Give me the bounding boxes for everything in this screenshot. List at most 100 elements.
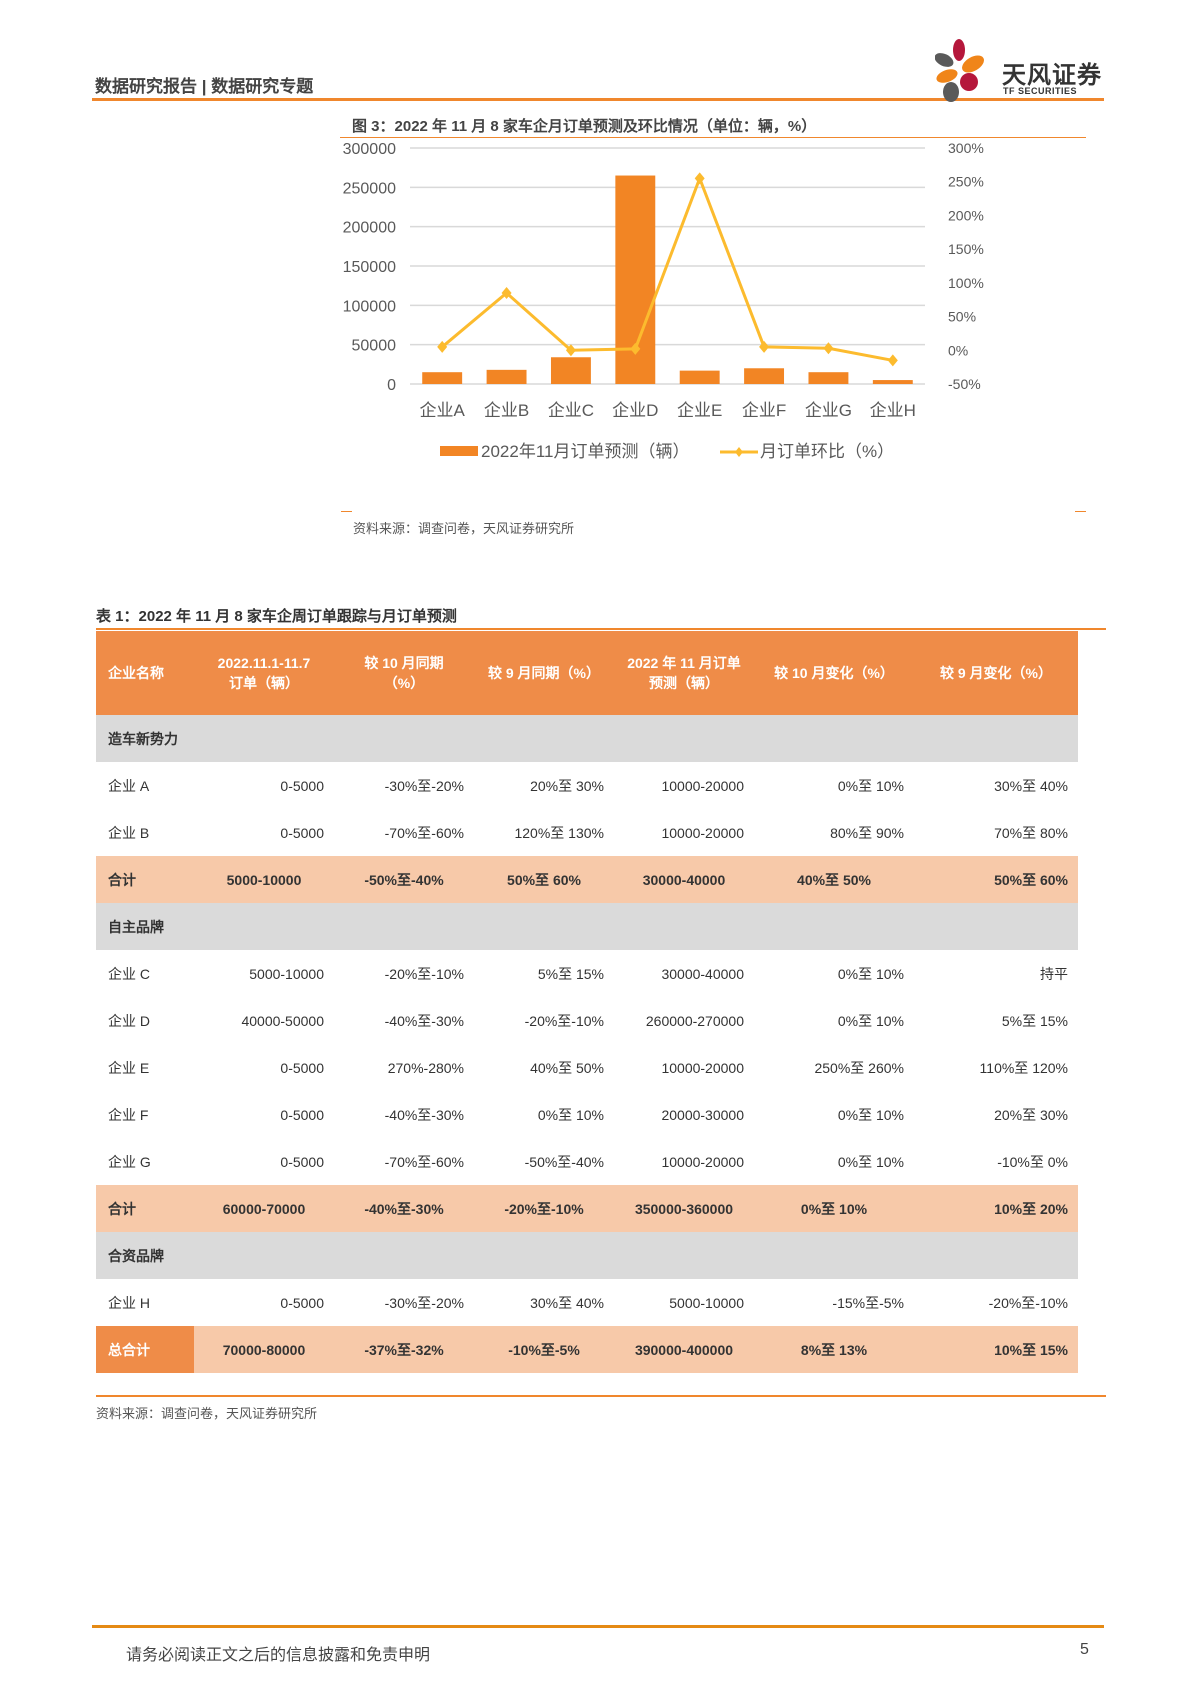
table-cell: -40%至-30% [334, 1185, 474, 1232]
column-header: 较 9 月变化（%） [914, 631, 1078, 715]
column-header-text: 2022.11.1-11.7 [217, 655, 311, 671]
left-axis-tick: 100000 [343, 298, 396, 315]
column-header-text: （%） [383, 675, 425, 691]
tf-securities-logo-icon [935, 39, 984, 102]
diamond-marker-icon [501, 286, 512, 299]
table-cell: 8%至 13% [754, 1326, 914, 1373]
table-cell: 260000-270000 [645, 1012, 744, 1029]
table-cell: 0-5000 [280, 1106, 324, 1123]
right-axis-tick: -50% [948, 376, 981, 392]
table-cell: 10000-20000 [661, 1153, 744, 1170]
table-cell: 10000-20000 [661, 777, 744, 794]
figure-source-marker-right [1075, 511, 1086, 512]
table-row: 企业 G 0-5000 -70%至-60% -50%至-40% 10000-20000 0… [96, 1138, 1078, 1185]
table-cell: 0-5000 [280, 824, 324, 841]
category-label: 企业B [484, 401, 529, 420]
table-cell: -70%至-60% [384, 1153, 464, 1170]
table-cell: 5%至 15% [537, 965, 604, 982]
diamond-marker-icon [823, 342, 834, 355]
column-header: 较 10 月同期 （%） [334, 631, 474, 715]
logo-text-cn: 天风证券 [1002, 62, 1102, 89]
right-axis-tick: 150% [948, 241, 984, 257]
diamond-marker-icon [565, 344, 576, 357]
company-name-cell: 企业 B [108, 824, 150, 841]
table-cell: 70000-80000 [194, 1326, 334, 1373]
table-cell: 10%至 15% [914, 1326, 1078, 1373]
header-divider [92, 98, 1104, 101]
table-cell: -10%至-5% [474, 1326, 614, 1373]
bar-企业B [486, 369, 527, 384]
column-header-text: 订单（辆） [229, 675, 299, 691]
left-axis-tick: 150000 [343, 259, 396, 276]
table-cell: 0-5000 [280, 1059, 324, 1076]
company-name-cell: 企业 D [108, 1012, 150, 1029]
column-header: 较 10 月变化（%） [754, 631, 914, 715]
table-cell: -40%至-30% [384, 1106, 464, 1123]
table-cell: 0%至 10% [754, 1185, 914, 1232]
table-cell: 30000-40000 [661, 965, 744, 982]
table-row: 企业 H 0-5000 -30%至-20% 30%至 40% 5000-10000 -15… [96, 1279, 1078, 1326]
right-axis-tick: 100% [948, 275, 984, 291]
section-label: 合资品牌 [96, 1232, 1078, 1279]
left-axis-tick: 300000 [343, 141, 396, 158]
bar-企业C [550, 357, 591, 384]
table-source: 资料来源：调查问卷，天风证券研究所 [96, 1406, 318, 1421]
column-header-text: 较 10 月同期 [364, 655, 444, 671]
category-label: 企业H [870, 401, 916, 420]
bar-企业F [744, 368, 785, 384]
company-name-cell: 企业 A [108, 777, 150, 794]
table-cell: 20%至 30% [530, 777, 604, 794]
table-title: 表 1：2022 年 11 月 8 家车企周订单跟踪与月订单预测 [96, 608, 457, 625]
table-cell: 10000-20000 [661, 1059, 744, 1076]
table-cell: 0%至 10% [837, 1106, 904, 1123]
bar-企业E [679, 370, 720, 384]
diamond-marker-icon [887, 354, 898, 367]
figure-source-marker [341, 511, 352, 512]
table-cell: 0%至 10% [837, 965, 904, 982]
table-cell: -37%至-32% [334, 1326, 474, 1373]
table-cell: 20000-30000 [661, 1106, 744, 1123]
table-cell: 5000-10000 [249, 965, 324, 982]
table-cell: -30%至-20% [384, 1294, 464, 1311]
right-axis-tick: 50% [948, 309, 976, 325]
figure-source: 资料来源：调查问卷，天风证券研究所 [353, 521, 575, 536]
category-label: 企业D [612, 401, 658, 420]
column-header: 较 9 月同期（%） [474, 631, 614, 715]
table-cell: -30%至-20% [384, 777, 464, 794]
table-cell: 0%至 10% [837, 1012, 904, 1029]
table-row: 企业 B 0-5000 -70%至-60% 120%至 130% 10000-20000… [96, 809, 1078, 856]
page-number: 5 [1080, 1641, 1089, 1658]
column-header-text: 较 9 月同期（%） [487, 665, 600, 681]
column-header: 2022 年 11 月订单 预测（辆） [614, 631, 754, 715]
table-row: 企业 C 5000-10000 -20%至-10% 5%至 15% 30000-4000… [96, 950, 1078, 997]
table-cell: 80%至 90% [830, 824, 904, 841]
table-cell: -20%至-10% [384, 965, 464, 982]
section-label: 自主品牌 [96, 903, 1078, 950]
subtotal-row: 合计 5000-10000 -50%至-40% 50%至 60% 30000-40000… [96, 856, 1078, 903]
table-cell: 10000-20000 [661, 824, 744, 841]
footer-disclaimer: 请务必阅读正文之后的信息披露和免责申明 [126, 1647, 431, 1664]
table-cell: 0-5000 [280, 777, 324, 794]
column-header-text: 2022 年 11 月订单 [627, 655, 741, 671]
company-name-cell: 合计 [96, 1185, 194, 1232]
table-cell: 30%至 40% [994, 777, 1068, 794]
table-cell: 40%至 50% [530, 1059, 604, 1076]
right-axis-tick: 250% [948, 174, 984, 190]
report-header-title: 数据研究报告 | 数据研究专题 [95, 77, 314, 96]
column-header-text: 预测（辆） [649, 675, 719, 691]
grandtotal-row: 总合计 70000-80000 -37%至-32% -10%至-5% 390000-40… [96, 1326, 1078, 1373]
left-axis-tick: 0 [387, 377, 396, 394]
diamond-marker-icon [437, 340, 448, 353]
table-cell: 30%至 40% [530, 1294, 604, 1311]
table-cell: -50%至-40% [334, 856, 474, 903]
company-name-cell: 总合计 [96, 1326, 194, 1373]
figure-title-divider [340, 137, 1086, 138]
table-cell: 0-5000 [280, 1153, 324, 1170]
table-title-divider [96, 628, 1106, 630]
subtotal-row: 合计 60000-70000 -40%至-30% -20%至-10% 350000-36… [96, 1185, 1078, 1232]
right-axis-tick: 0% [948, 342, 968, 358]
table-row: 企业 A 0-5000 -30%至-20% 20%至 30% 10000-20000 0%… [96, 762, 1078, 809]
category-label: 企业E [677, 401, 722, 420]
section-label: 造车新势力 [96, 715, 1078, 762]
table-cell: -20%至-10% [988, 1294, 1068, 1311]
